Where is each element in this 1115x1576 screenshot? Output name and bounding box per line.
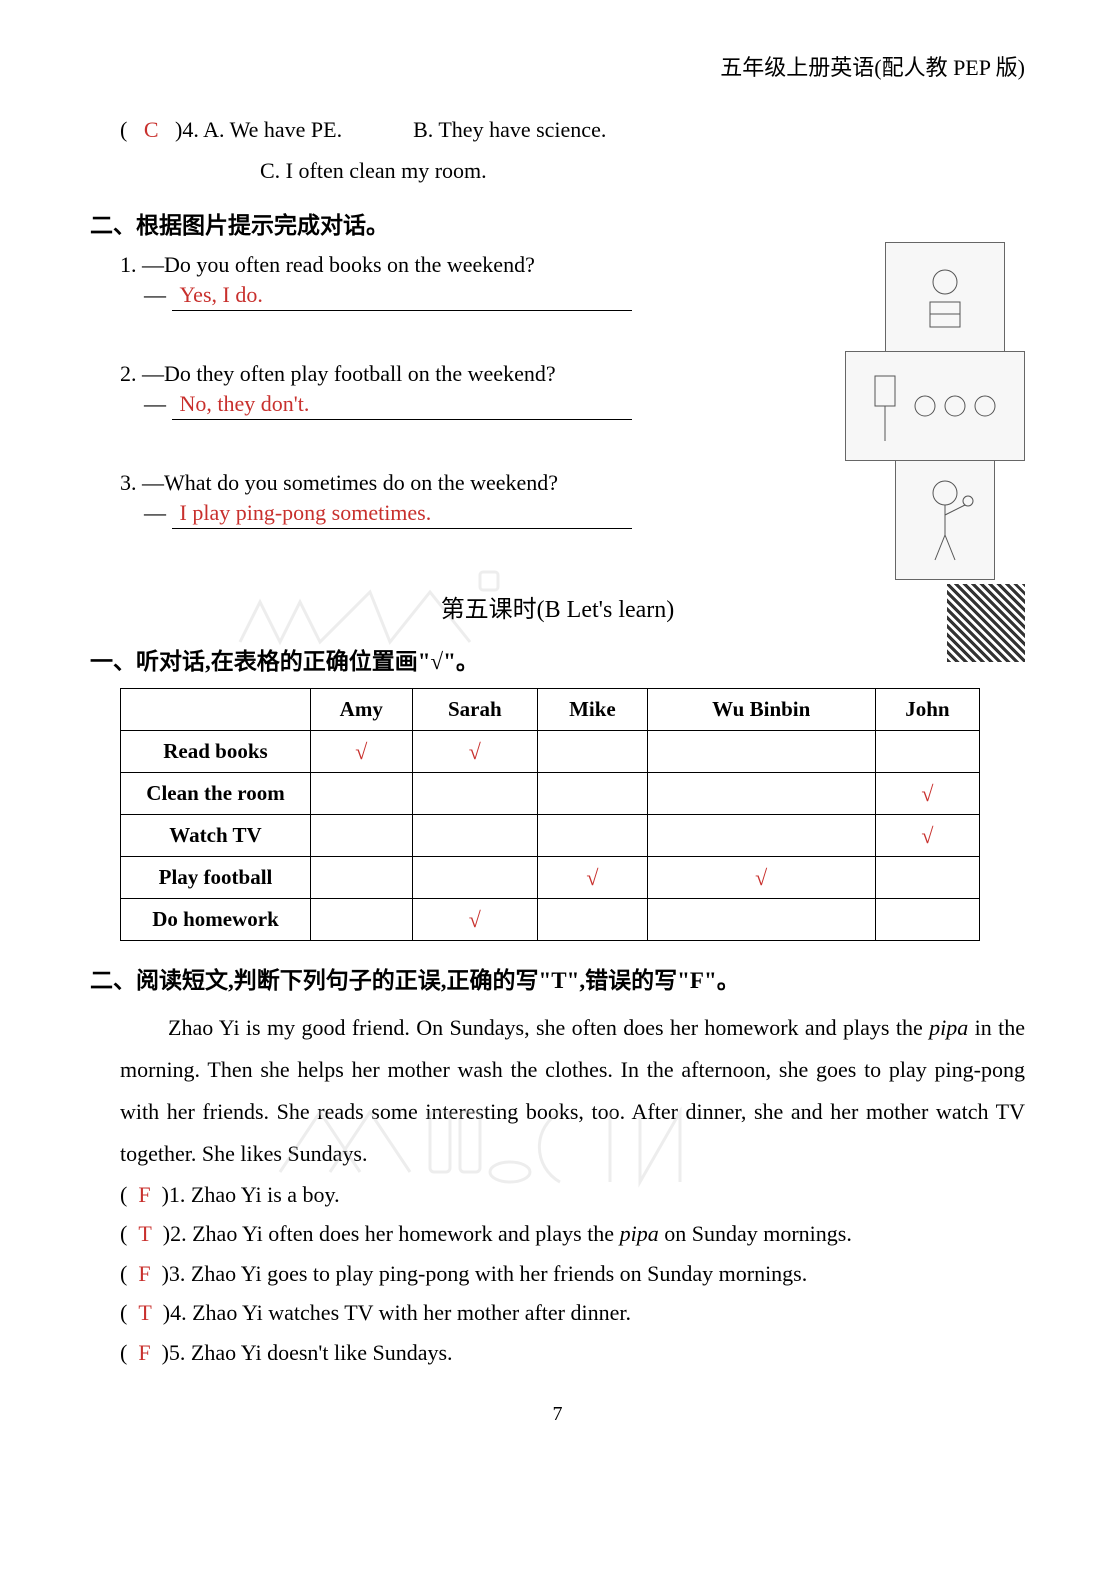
- cell: [647, 899, 875, 941]
- q3-answer: I play ping-pong sometimes.: [180, 500, 432, 525]
- table-row: Watch TV √: [121, 815, 980, 857]
- activity-table: Amy Sarah Mike Wu Binbin John Read books…: [120, 688, 980, 941]
- tf2-text-a: 2. Zhao Yi often does her homework and p…: [170, 1221, 619, 1246]
- cell: [538, 773, 648, 815]
- row-label: Clean the room: [121, 773, 311, 815]
- q4-answer: C: [133, 117, 170, 142]
- q1-image: [885, 242, 1005, 362]
- col-mike: Mike: [538, 689, 648, 731]
- page-header: 五年级上册英语(配人教 PEP 版): [90, 50, 1025, 82]
- q2-prompt: —Do they often play football on the week…: [142, 361, 556, 386]
- tf1-ans: F: [133, 1182, 156, 1207]
- tf1-text: 1. Zhao Yi is a boy.: [169, 1182, 340, 1207]
- col-blank: [121, 689, 311, 731]
- table-header-row: Amy Sarah Mike Wu Binbin John: [121, 689, 980, 731]
- cell: [647, 731, 875, 773]
- listen-heading: 一、听对话,在表格的正确位置画"√"。: [90, 642, 1025, 676]
- tf2-text-b: on Sunday mornings.: [659, 1221, 852, 1246]
- tf5-text: 5. Zhao Yi doesn't like Sundays.: [169, 1340, 453, 1365]
- q4-text-a: )4. A. We have PE.: [175, 117, 342, 142]
- reading-passage: Zhao Yi is my good friend. On Sundays, s…: [120, 1007, 1025, 1174]
- tf-5: ( F )5. Zhao Yi doesn't like Sundays.: [120, 1333, 1025, 1373]
- col-sarah: Sarah: [412, 689, 538, 731]
- tf4-text: 4. Zhao Yi watches TV with her mother af…: [170, 1300, 631, 1325]
- q3-prompt: —What do you sometimes do on the weekend…: [142, 470, 558, 495]
- lesson5-title-wrap: 第五课时(B Let's learn): [90, 589, 1025, 624]
- tf2-pipa: pipa: [620, 1221, 659, 1246]
- q1-num: 1.: [120, 252, 137, 277]
- col-john: John: [875, 689, 979, 731]
- passage-pipa: pipa: [929, 1015, 968, 1040]
- activity-table-wrap: Amy Sarah Mike Wu Binbin John Read books…: [120, 688, 1025, 941]
- page-number: 7: [90, 1403, 1025, 1426]
- table-row: Clean the room √: [121, 773, 980, 815]
- q1-dash: —: [144, 282, 166, 307]
- cell: √: [875, 773, 979, 815]
- cell: √: [412, 731, 538, 773]
- table-row: Do homework √: [121, 899, 980, 941]
- row-label: Do homework: [121, 899, 311, 941]
- q4-opt-b: B. They have science.: [413, 117, 606, 142]
- cell: [311, 815, 413, 857]
- qr-code: [947, 584, 1025, 662]
- cell: [875, 899, 979, 941]
- q2-dash: —: [144, 391, 166, 416]
- cell: [875, 857, 979, 899]
- cell: [538, 731, 648, 773]
- passage-p1: Zhao Yi is my good friend. On Sundays, s…: [168, 1015, 929, 1040]
- cell: [538, 899, 648, 941]
- col-amy: Amy: [311, 689, 413, 731]
- tf-4: ( T )4. Zhao Yi watches TV with her moth…: [120, 1293, 1025, 1333]
- sec2-q1: 1. —Do you often read books on the weeke…: [120, 252, 1025, 311]
- row-label: Read books: [121, 731, 311, 773]
- cell: [311, 773, 413, 815]
- q2-answer: No, they don't.: [180, 391, 310, 416]
- row-label: Watch TV: [121, 815, 311, 857]
- cell: √: [647, 857, 875, 899]
- sec2-q3: 3. —What do you sometimes do on the week…: [120, 470, 1025, 529]
- cell: √: [538, 857, 648, 899]
- tf5-ans: F: [133, 1340, 156, 1365]
- cell: [311, 857, 413, 899]
- cell: √: [875, 815, 979, 857]
- cell: [875, 731, 979, 773]
- ex1-q4-line1: ( C )4. A. We have PE. B. They have scie…: [120, 112, 1025, 147]
- lesson5-title: 第五课时(B Let's learn): [441, 597, 675, 623]
- tf3-text: 3. Zhao Yi goes to play ping-pong with h…: [169, 1261, 807, 1286]
- row-label: Play football: [121, 857, 311, 899]
- col-wubinbin: Wu Binbin: [647, 689, 875, 731]
- cell: [647, 815, 875, 857]
- cell: [412, 815, 538, 857]
- q1-answer: Yes, I do.: [180, 282, 263, 307]
- q3-image: [895, 460, 995, 580]
- cell: [647, 773, 875, 815]
- table-row: Read books √ √: [121, 731, 980, 773]
- q3-dash: —: [144, 500, 166, 525]
- cell: [412, 773, 538, 815]
- q2-image: [845, 351, 1025, 461]
- tf2-ans: T: [133, 1221, 157, 1246]
- q1-prompt: —Do you often read books on the weekend?: [142, 252, 535, 277]
- main-content: ( C )4. A. We have PE. B. They have scie…: [90, 112, 1025, 1426]
- reading-heading: 二、阅读短文,判断下列句子的正误,正确的写"T",错误的写"F"。: [90, 961, 1025, 995]
- paren-open: (: [120, 117, 127, 142]
- tf-3: ( F )3. Zhao Yi goes to play ping-pong w…: [120, 1254, 1025, 1294]
- table-row: Play football √ √: [121, 857, 980, 899]
- q3-num: 3.: [120, 470, 137, 495]
- sec2-q2: 2. —Do they often play football on the w…: [120, 361, 1025, 420]
- tf4-ans: T: [133, 1300, 157, 1325]
- cell: √: [412, 899, 538, 941]
- cell: √: [311, 731, 413, 773]
- cell: [538, 815, 648, 857]
- cell: [412, 857, 538, 899]
- tf-1: ( F )1. Zhao Yi is a boy.: [120, 1175, 1025, 1215]
- ex1-q4-line2: C. I often clean my room.: [260, 153, 1025, 188]
- tf3-ans: F: [133, 1261, 156, 1286]
- sec2-heading: 二、根据图片提示完成对话。: [90, 206, 1025, 240]
- cell: [311, 899, 413, 941]
- q2-num: 2.: [120, 361, 137, 386]
- tf-2: ( T )2. Zhao Yi often does her homework …: [120, 1214, 1025, 1254]
